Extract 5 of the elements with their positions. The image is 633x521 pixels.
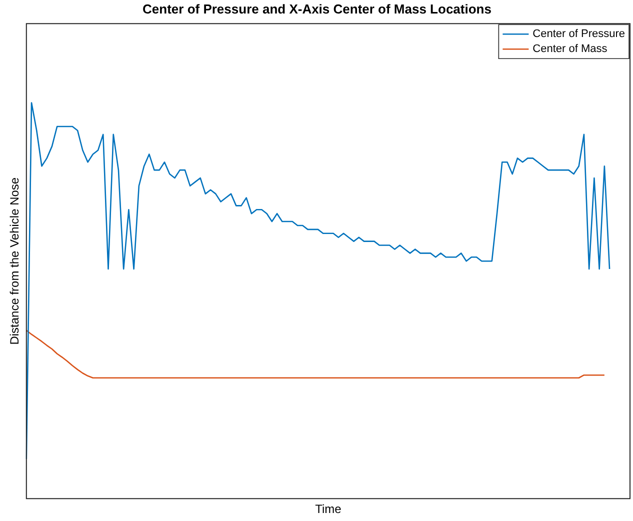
x-axis-title: Time bbox=[315, 502, 342, 516]
y-axis-title: Distance from the Vehicle Nose bbox=[8, 177, 22, 345]
legend-label: Center of Pressure bbox=[532, 28, 626, 40]
chart-title: Center of Pressure and X-Axis Center of Mass Locations bbox=[142, 1, 492, 16]
legend-label: Center of Mass bbox=[532, 43, 608, 56]
